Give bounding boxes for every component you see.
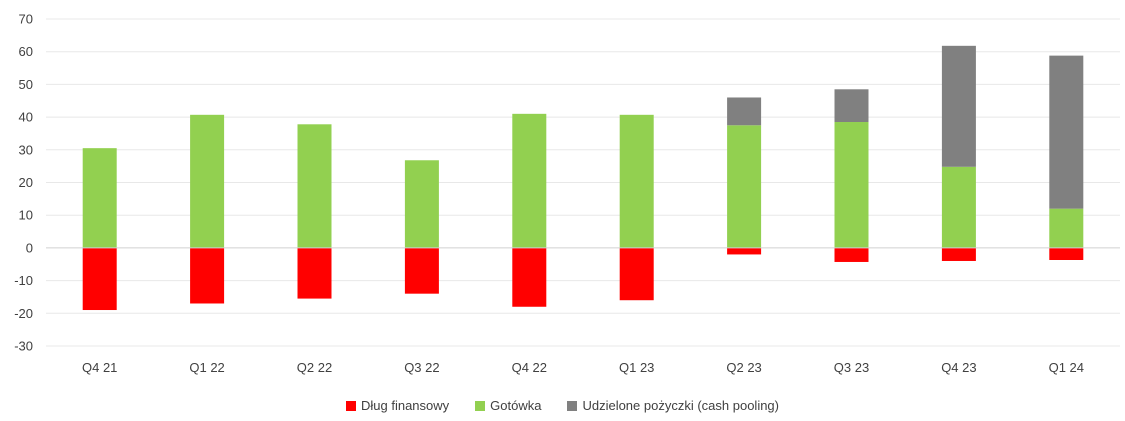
x-tick-label: Q2 23 xyxy=(726,360,761,375)
bar xyxy=(619,114,654,248)
y-tick-label: 0 xyxy=(26,240,33,255)
legend-swatch-gotowka xyxy=(475,400,486,411)
bar xyxy=(297,124,332,248)
bar xyxy=(190,247,225,304)
bar xyxy=(834,89,869,123)
bar xyxy=(941,166,976,248)
legend-swatch-cash-pooling xyxy=(567,400,578,411)
x-tick-label: Q1 22 xyxy=(189,360,224,375)
bar xyxy=(1049,247,1084,260)
x-tick-label: Q1 23 xyxy=(619,360,654,375)
bar xyxy=(512,113,547,248)
bar xyxy=(941,45,976,167)
x-tick-label: Q1 24 xyxy=(1049,360,1084,375)
bar xyxy=(82,148,117,248)
bar xyxy=(82,247,117,311)
y-tick-label: -30 xyxy=(14,339,33,354)
bar xyxy=(727,97,762,126)
legend: Dług finansowy Gotówka Udzielone pożyczk… xyxy=(0,398,1125,413)
x-tick-label: Q4 21 xyxy=(82,360,117,375)
legend-item-cash-pooling: Udzielone pożyczki (cash pooling) xyxy=(567,398,779,413)
x-tick-label: Q2 22 xyxy=(297,360,332,375)
y-tick-label: 30 xyxy=(19,142,33,157)
legend-item-dlug: Dług finansowy xyxy=(345,398,450,413)
x-tick-label: Q3 23 xyxy=(834,360,869,375)
y-tick-label: 40 xyxy=(19,110,33,125)
legend-item-gotowka: Gotówka xyxy=(475,398,541,413)
bar xyxy=(1049,208,1084,248)
bar xyxy=(834,122,869,248)
legend-label-gotowka: Gotówka xyxy=(490,398,542,413)
bar xyxy=(404,160,439,248)
y-tick-label: 50 xyxy=(19,77,33,92)
bar xyxy=(727,125,762,248)
bar xyxy=(619,247,654,301)
bar xyxy=(297,247,332,299)
legend-swatch-dlug xyxy=(345,400,356,411)
bar xyxy=(404,247,439,294)
legend-label-cash-pooling: Udzielone pożyczki (cash pooling) xyxy=(582,398,779,413)
x-tick-label: Q3 22 xyxy=(404,360,439,375)
bar xyxy=(727,247,762,255)
legend-label-dlug: Dług finansowy xyxy=(360,398,450,413)
bar xyxy=(834,247,869,262)
y-tick-label: 20 xyxy=(19,175,33,190)
bar xyxy=(1049,55,1084,209)
bar xyxy=(190,114,225,248)
bar xyxy=(941,247,976,261)
y-tick-label: -10 xyxy=(14,273,33,288)
x-tick-label: Q4 22 xyxy=(512,360,547,375)
x-tick-label: Q4 23 xyxy=(941,360,976,375)
chart-plot: 70 60 50 40 30 20 10 0 -10 -20 -30 Q4 21 Q1 22 Q2 22 Q… xyxy=(14,12,1120,375)
y-tick-label: 60 xyxy=(19,44,33,59)
bar xyxy=(512,247,547,307)
y-tick-label: 10 xyxy=(19,208,33,223)
y-tick-label: -20 xyxy=(14,306,33,321)
y-tick-label: 70 xyxy=(19,12,33,27)
